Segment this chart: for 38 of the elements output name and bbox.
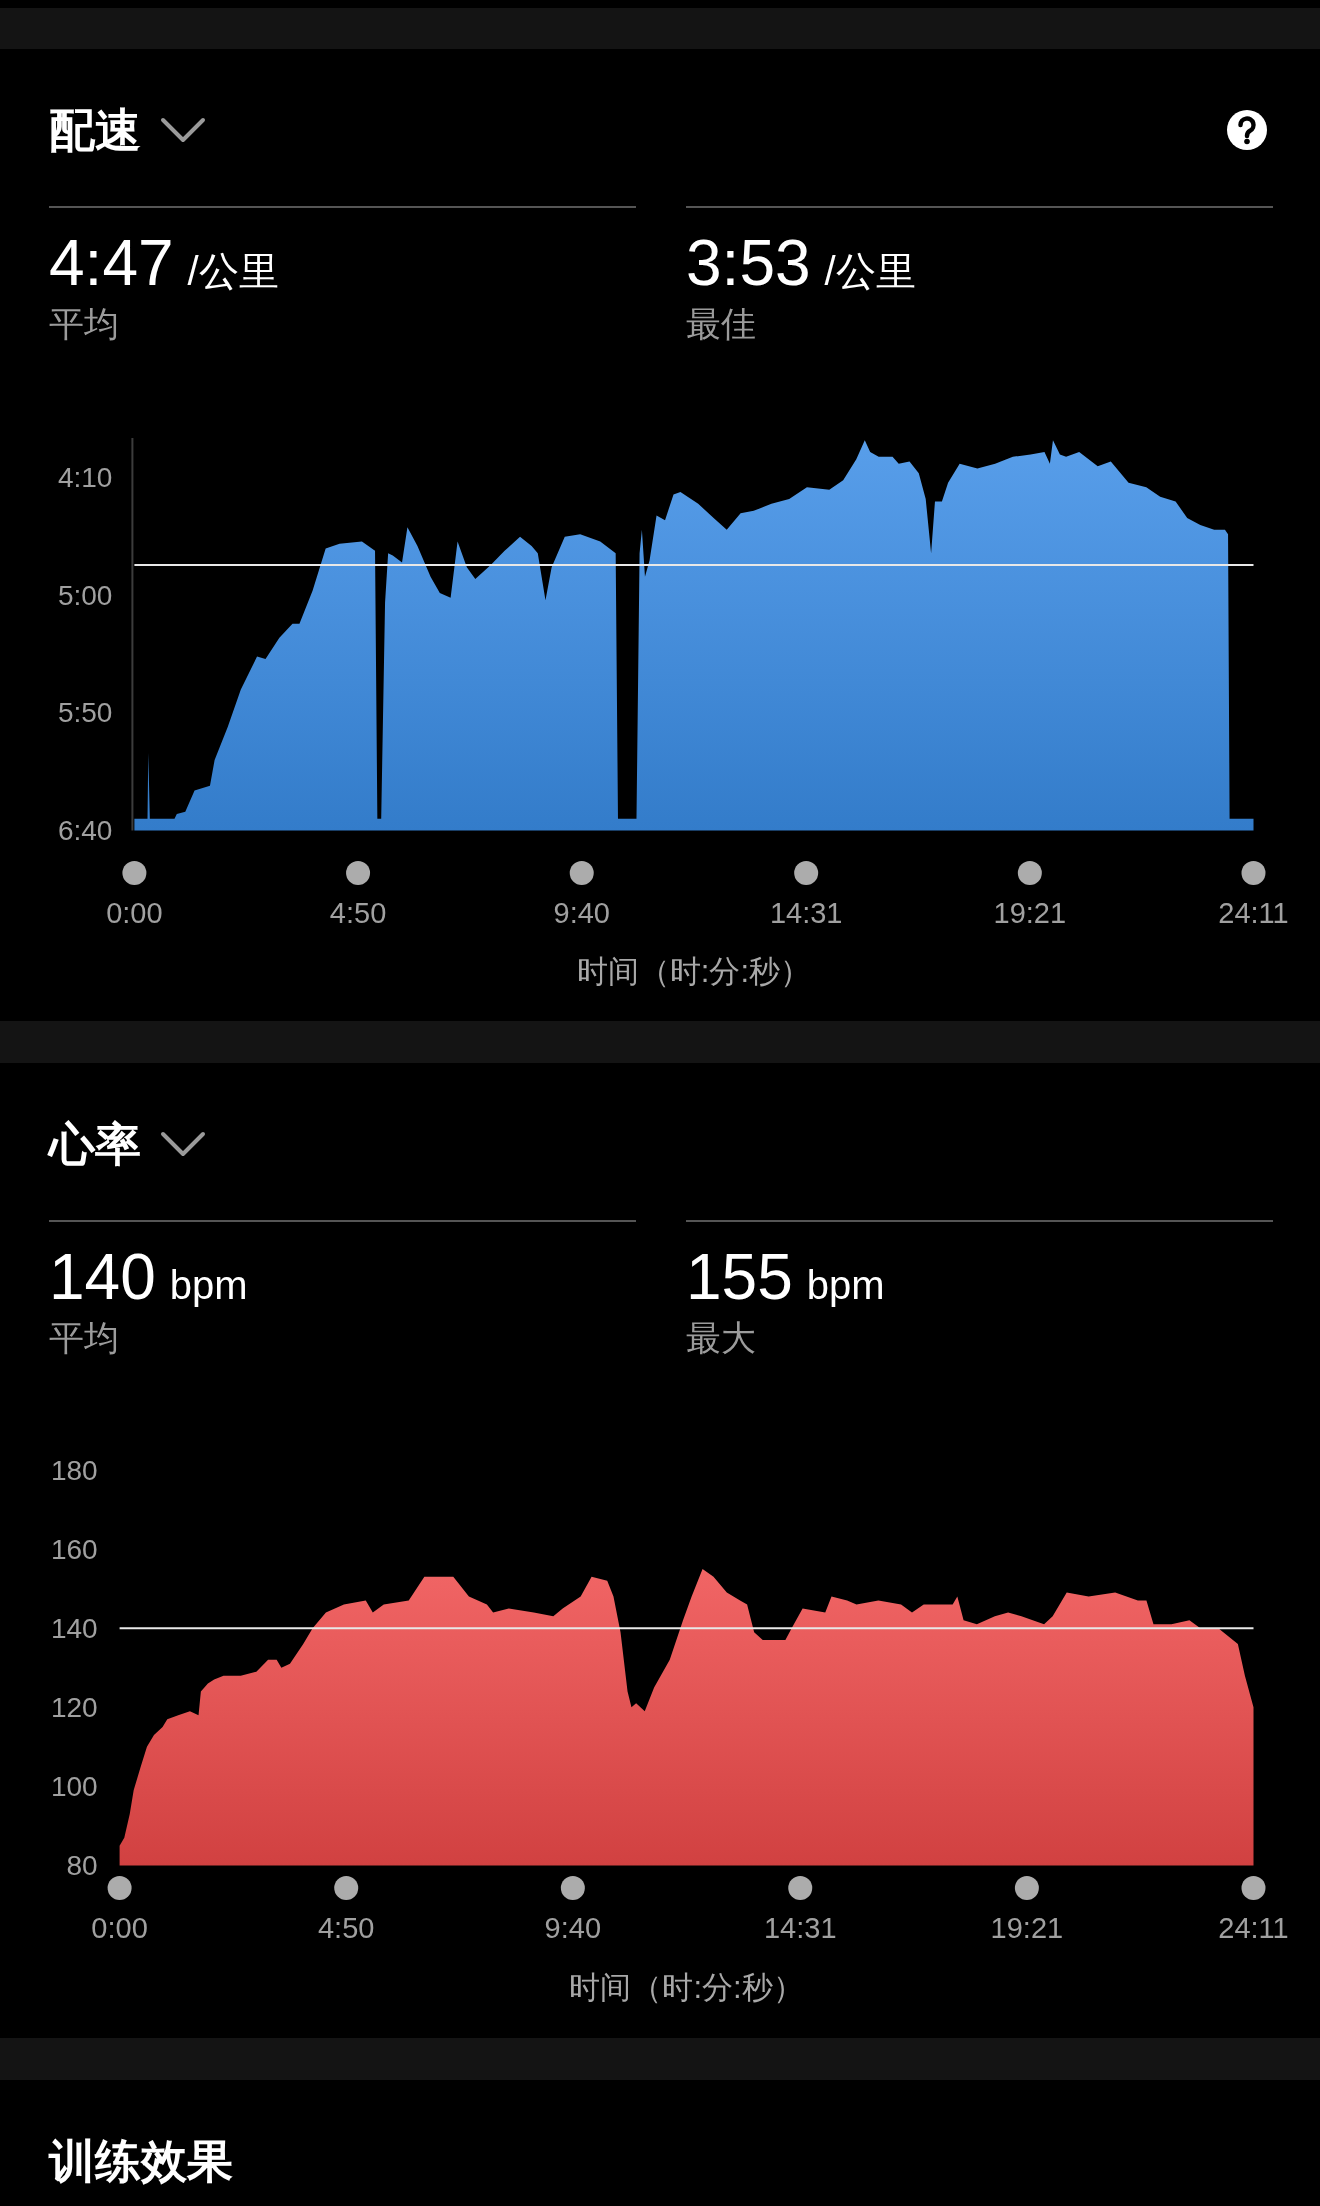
text: 平均 — [49, 304, 119, 343]
x-tick-label: 19:21 — [990, 1912, 1064, 1944]
text: /公里 — [187, 249, 279, 293]
y-tick-label: 5:50 — [57, 697, 113, 729]
chart-title: 心率 — [47, 1118, 141, 1170]
text: 155 — [686, 1241, 793, 1313]
x-tick-label: 0:00 — [106, 897, 163, 929]
y-tick-label: 80 — [66, 1850, 98, 1881]
x-tick-label: 19:21 — [993, 897, 1067, 929]
y-tick-label: 100 — [50, 1770, 98, 1802]
x-tick-label: 0:00 — [91, 1912, 148, 1944]
y-tick-label: 5:00 — [57, 579, 113, 611]
text: 训练效果 — [48, 2135, 233, 2187]
x-tick-label: 9:40 — [553, 897, 610, 929]
text: bpm — [169, 1263, 248, 1307]
text: 4:47 — [49, 227, 174, 299]
x-tick-label: 9:40 — [544, 1912, 602, 1944]
y-tick-label: 120 — [50, 1691, 98, 1723]
y-tick-label: 160 — [50, 1533, 98, 1565]
chart-title: 配速 — [49, 104, 141, 156]
x-axis-title: 时间（时:分:秒） — [569, 1969, 804, 2005]
x-tick-label: 24:11 — [1218, 1912, 1289, 1944]
y-tick-label: 6:40 — [57, 815, 113, 846]
x-tick-label: 4:50 — [329, 897, 387, 929]
x-tick-label: 14:31 — [769, 897, 843, 929]
text: bpm — [806, 1263, 885, 1307]
text: 平均 — [49, 1318, 119, 1357]
text: 最大 — [686, 1318, 756, 1357]
text: 最佳 — [686, 304, 756, 343]
y-tick-label: 180 — [50, 1454, 98, 1486]
y-tick-label: 140 — [50, 1612, 98, 1644]
x-axis-title: 时间（时:分:秒） — [576, 953, 812, 989]
text: /公里 — [824, 249, 916, 293]
x-tick-label: 14:31 — [763, 1912, 837, 1944]
x-tick-label: 24:11 — [1218, 897, 1289, 929]
text: 3:53 — [686, 227, 811, 299]
x-tick-label: 4:50 — [318, 1912, 375, 1944]
y-tick-label: 4:10 — [57, 462, 113, 494]
